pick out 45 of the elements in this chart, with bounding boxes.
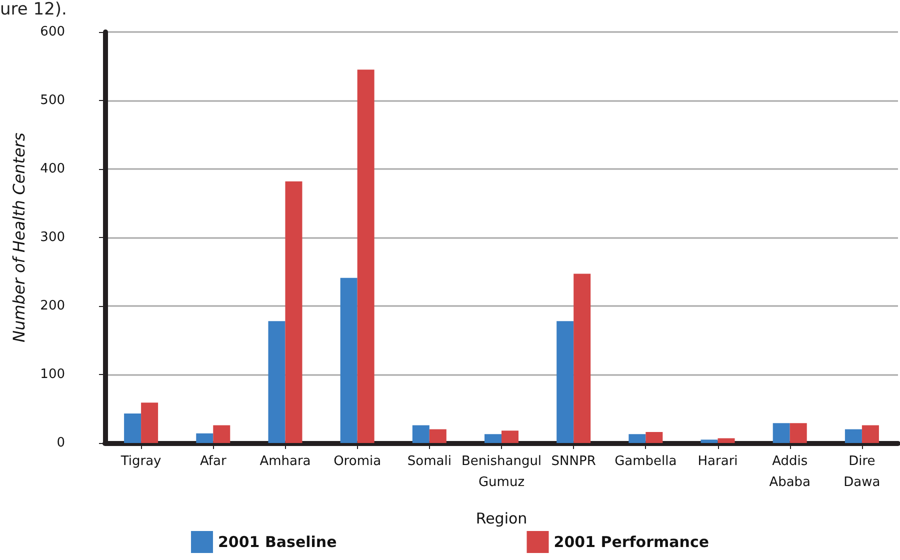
bar xyxy=(484,434,502,443)
bar xyxy=(718,438,735,443)
legend-label: 2001 Baseline xyxy=(218,533,337,551)
bar xyxy=(790,423,807,443)
bar xyxy=(412,425,430,443)
x-tick-label: Addis Ababa xyxy=(769,454,811,490)
y-tick-label: 600 xyxy=(40,24,65,40)
y-tick-label: 500 xyxy=(40,93,65,108)
bar xyxy=(124,414,142,443)
text: ure 12). xyxy=(0,0,67,20)
x-tick-label: SNNPR xyxy=(551,454,596,469)
bar xyxy=(285,181,302,443)
x-tick-label: Tigray xyxy=(120,454,162,469)
bar xyxy=(700,440,718,443)
x-tick-label: Harari xyxy=(698,454,738,469)
bar xyxy=(429,429,446,443)
bar xyxy=(268,321,286,443)
bar xyxy=(196,433,214,443)
bar xyxy=(862,425,879,443)
x-tick-label: Somali xyxy=(407,454,452,469)
bar xyxy=(574,274,591,443)
bar xyxy=(213,425,230,443)
y-tick-label: 200 xyxy=(40,298,65,314)
bar xyxy=(141,402,158,443)
y-axis-title: Number of Health Centers xyxy=(10,132,28,342)
x-tick-label: Gambella xyxy=(614,454,677,469)
bar xyxy=(556,321,574,443)
x-tick-label: Benishangul Gumuz xyxy=(461,454,542,490)
x-tick-label: Amhara xyxy=(260,454,311,469)
bar xyxy=(772,423,790,443)
y-tick-label: 100 xyxy=(40,367,65,382)
bar xyxy=(844,429,862,443)
legend-label: 2001 Performance xyxy=(554,533,710,551)
x-tick-label: Afar xyxy=(200,454,227,469)
x-tick-label: Dire Dawa xyxy=(844,454,880,490)
y-tick-label: 0 xyxy=(56,436,65,450)
bar xyxy=(340,278,358,443)
bar xyxy=(502,430,518,443)
bar xyxy=(628,434,646,443)
x-tick-label: Oromia xyxy=(334,454,382,469)
bar xyxy=(357,70,374,443)
x-axis-title: Region xyxy=(476,510,528,528)
y-tick-label: 400 xyxy=(40,162,65,176)
y-tick-label: 300 xyxy=(40,230,65,245)
bar xyxy=(646,432,663,443)
